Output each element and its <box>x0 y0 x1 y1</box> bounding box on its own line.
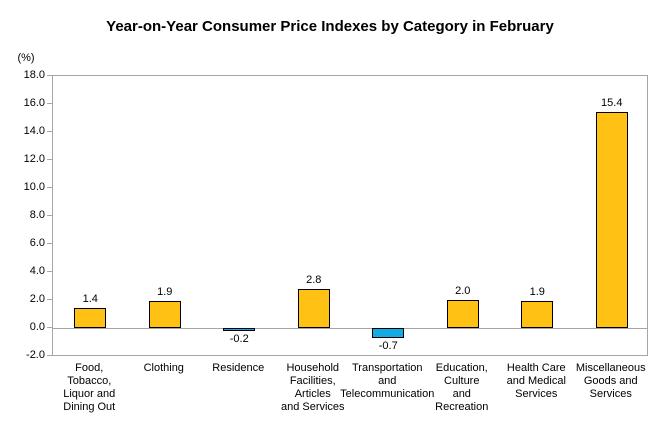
bar-value-label: 2.0 <box>455 285 471 297</box>
x-axis-category-label-line: Services <box>589 388 632 400</box>
y-tick-label: 10.0 <box>23 181 45 193</box>
x-axis-category-label-line: and <box>378 375 397 387</box>
x-axis-category-label-line: Transportation <box>351 362 423 374</box>
y-tick-label: 4.0 <box>29 265 45 277</box>
x-axis-category-label-line: Recreation <box>435 401 489 413</box>
y-tick-mark <box>47 103 52 104</box>
x-axis-category-label-line: Facilities, <box>289 375 336 387</box>
bar-value-label: 15.4 <box>601 97 623 110</box>
plot-area: 1.4 1.9 -0.2 2.8 -0.7 2.0 1.9 15.4 <box>52 75 648 356</box>
x-axis-category-label-line: Clothing <box>143 362 184 374</box>
y-tick-mark <box>47 131 52 132</box>
x-axis-category-label: Education, Culture and Recreation <box>435 362 488 414</box>
y-tick-mark <box>47 243 52 244</box>
bar-value-label: 1.4 <box>82 293 98 306</box>
x-axis-category-label-line: Education, <box>435 362 488 374</box>
y-tick-label: 2.0 <box>29 293 45 305</box>
y-tick-label: 16.0 <box>23 97 45 109</box>
bar-3 <box>223 328 256 331</box>
x-axis-category-label-line: and Services <box>280 401 345 413</box>
x-axis-category-label-line: Tobacco, <box>67 375 112 387</box>
x-axis-category-label-line: Food, <box>75 362 104 374</box>
x-axis-category-label-line: Culture <box>444 375 480 387</box>
bar-value-label: -0.2 <box>229 332 249 345</box>
bar-value-label: 1.9 <box>157 286 173 299</box>
x-axis-category-label-line: Health Care <box>506 362 566 374</box>
y-tick-mark <box>47 187 52 188</box>
bar-1 <box>74 308 107 328</box>
y-tick-label: 18.0 <box>23 69 45 81</box>
x-axis-category-label-line: and Medical <box>506 375 566 387</box>
x-axis-category-label-line: Miscellaneous <box>575 362 646 374</box>
x-axis-category-label: Clothing <box>144 362 184 375</box>
x-axis-category-label-line: Household <box>286 362 340 374</box>
x-axis-category-label-line: Residence <box>212 362 265 374</box>
y-axis-unit-label: (%) <box>17 52 35 64</box>
x-axis-category-label: Transportation and Telecommunication <box>340 362 434 401</box>
bar-5 <box>372 328 405 338</box>
y-tick-mark <box>47 299 52 300</box>
x-axis-category-label: Food, Tobacco, Liquor and Dining Out <box>63 362 115 414</box>
y-tick-mark <box>47 355 52 356</box>
y-tick-mark <box>47 75 52 76</box>
x-axis-category-label: Health Care and Medical Services <box>507 362 566 401</box>
bar-value-label: 2.8 <box>306 273 322 286</box>
zero-axis-line <box>53 328 647 329</box>
x-axis-category-label-line: Articles <box>294 388 331 400</box>
y-tick-label: 6.0 <box>29 237 45 249</box>
y-tick-mark <box>47 271 52 272</box>
x-axis-category-label-line: Liquor and <box>63 388 116 400</box>
y-tick-label: 14.0 <box>23 125 45 137</box>
x-axis-category-label: Residence <box>212 362 264 375</box>
y-tick-mark <box>47 215 52 216</box>
bar-8 <box>595 112 628 328</box>
bar-6 <box>446 300 479 328</box>
bar-value-label: 1.9 <box>529 286 545 299</box>
x-axis-category-label: Household Facilities, Articles and Services <box>281 362 345 414</box>
x-axis-category-label-line: Dining Out <box>63 401 116 413</box>
bar-4 <box>297 288 330 328</box>
y-tick-label: 8.0 <box>29 209 45 221</box>
y-tick-label: -2.0 <box>26 349 45 361</box>
y-tick-mark <box>47 159 52 160</box>
x-axis-category-label-line: Services <box>515 388 558 400</box>
bar-2 <box>148 301 181 328</box>
bar-value-label: -0.7 <box>378 339 398 352</box>
y-tick-mark <box>47 327 52 328</box>
chart-title: Year-on-Year Consumer Price Indexes by C… <box>106 18 554 35</box>
y-tick-label: 0.0 <box>29 321 45 333</box>
y-tick-label: 12.0 <box>23 153 45 165</box>
x-axis-category-label-line: Goods and <box>583 375 638 387</box>
x-axis-category-label-line: Telecommunication <box>340 388 435 400</box>
bar-7 <box>521 301 554 328</box>
x-axis-category-label-line: and <box>452 388 471 400</box>
x-axis-category-label: Miscellaneous Goods and Services <box>576 362 646 401</box>
